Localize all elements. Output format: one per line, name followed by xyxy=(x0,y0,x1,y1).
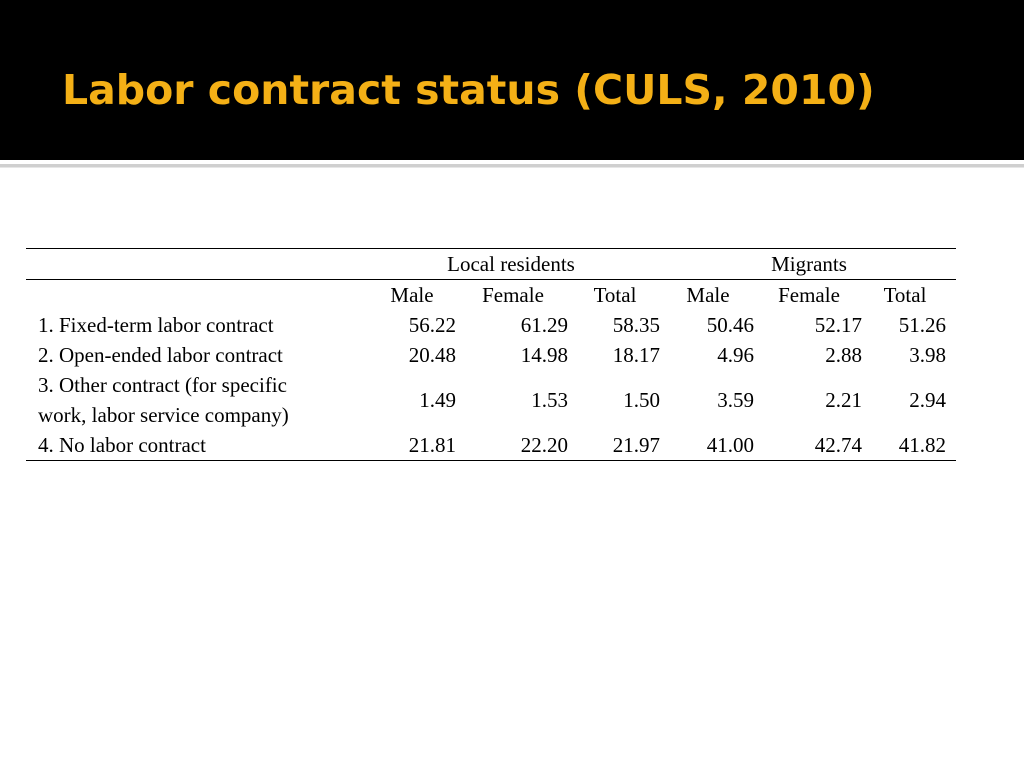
table-row: 3. Other contract (for specific work, lab… xyxy=(26,370,956,430)
table-cell: 18.17 xyxy=(612,343,660,367)
table-cell: 52.17 xyxy=(814,313,862,337)
table-cell: 50.46 xyxy=(706,313,754,337)
table-row: 2. Open-ended labor contract 20.48 14.98… xyxy=(26,340,956,370)
col-header-migrant-male: Male xyxy=(686,283,730,307)
row-label: 2. Open-ended labor contract xyxy=(38,343,283,367)
row-label-line: 3. Other contract (for specific xyxy=(38,373,287,397)
table-cell: 14.98 xyxy=(520,343,568,367)
table-cell: 21.97 xyxy=(570,430,662,461)
table-cell: 21.81 xyxy=(360,430,458,461)
stub-header xyxy=(26,248,360,280)
table-cell: 1.53 xyxy=(531,388,568,412)
table-cell: 61.29 xyxy=(520,313,568,337)
table-cell: 3.59 xyxy=(717,388,754,412)
table-cell: 1.49 xyxy=(419,388,456,412)
group-header-local-residents: Local residents xyxy=(360,248,662,280)
table-cell: 51.26 xyxy=(898,313,946,337)
table-cell: 58.35 xyxy=(612,313,660,337)
table-cell: 3.98 xyxy=(909,343,946,367)
table-row: 1. Fixed-term labor contract 56.22 61.29… xyxy=(26,310,956,340)
table-cell: 22.20 xyxy=(458,430,570,461)
table-cell: 56.22 xyxy=(408,313,456,337)
row-label: 3. Other contract (for specific work, lab… xyxy=(26,370,360,430)
row-label-line: work, labor service company) xyxy=(38,403,289,427)
table-row: 4. No labor contract 21.81 22.20 21.97 4… xyxy=(26,430,956,461)
table-cell: 4.96 xyxy=(717,343,754,367)
group-header-migrants: Migrants xyxy=(662,248,956,280)
labor-contract-table: Local residents Migrants Male Female Tot… xyxy=(26,248,956,461)
table-cell: 2.94 xyxy=(909,388,946,412)
col-header-local-female: Female xyxy=(482,283,544,307)
table-cell: 20.48 xyxy=(408,343,456,367)
table-cell: 2.88 xyxy=(825,343,862,367)
stub-header-blank xyxy=(26,280,360,311)
column-header-row: Male Female Total Male Female Total xyxy=(26,280,956,311)
col-header-local-male: Male xyxy=(390,283,434,307)
col-header-migrant-female: Female xyxy=(778,283,840,307)
table-cell: 1.50 xyxy=(623,388,660,412)
row-label: 4. No labor contract xyxy=(26,430,360,461)
row-label: 1. Fixed-term labor contract xyxy=(38,313,274,337)
group-header-row: Local residents Migrants xyxy=(26,248,956,280)
table-cell: 42.74 xyxy=(756,430,864,461)
table-cell: 2.21 xyxy=(825,388,862,412)
table-cell: 41.00 xyxy=(662,430,756,461)
title-divider xyxy=(0,164,1024,168)
col-header-migrant-total: Total xyxy=(883,283,927,307)
table-cell: 41.82 xyxy=(864,430,956,461)
title-band: Labor contract status (CULS, 2010) xyxy=(0,0,1024,160)
col-header-local-total: Total xyxy=(593,283,637,307)
slide-title: Labor contract status (CULS, 2010) xyxy=(62,66,875,114)
